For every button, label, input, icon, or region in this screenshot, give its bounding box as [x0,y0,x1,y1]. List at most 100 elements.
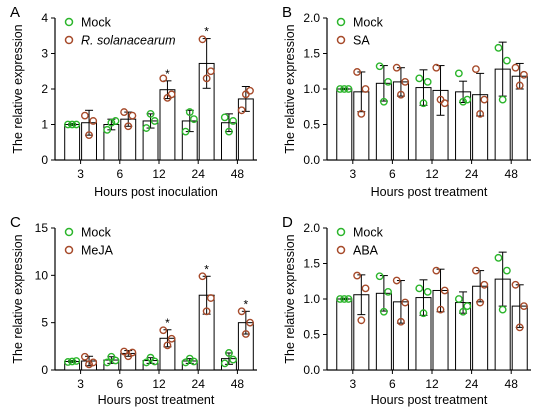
data-point-treatment [353,68,362,76]
data-point-treatment [432,63,441,72]
data-point-mock [336,295,344,303]
data-point-treatment [472,266,480,275]
panel-d: D 0.0 0.5 1.0 1.5 2.0 The relative expression H… [282,214,531,407]
data-point-mock [423,78,432,86]
x-tick-label: 6 [389,377,396,391]
data-point-mock [384,78,392,86]
legend-label: R. solanacearum [81,34,176,48]
data-point-mock [181,127,190,136]
data-point-mock [375,272,384,281]
data-point-treatment [120,108,128,116]
y-axis-label: The relative expression [283,234,297,363]
data-point-treatment [361,85,370,93]
y-tick-label: 15 [35,221,49,235]
legend-label: ABA [353,244,379,258]
data-point-mock [150,357,159,366]
significance-star: * [244,297,249,311]
data-point-mock [72,357,81,365]
data-point-treatment [202,74,211,83]
data-point-treatment [432,266,441,275]
y-tick-label: 1.0 [303,292,320,306]
data-point-mock [463,302,472,310]
y-tick-label: 3 [41,47,48,61]
legend-label: MeJA [81,244,114,258]
y-tick-label: 2.0 [303,11,320,25]
data-point-mock [502,56,511,65]
legend-marker [64,35,74,45]
data-point-treatment [128,348,137,357]
legend-label: Mock [353,226,384,240]
x-tick-label: 6 [116,377,123,391]
data-point-treatment [89,358,98,367]
data-point-treatment [167,90,176,99]
x-tick-label: 12 [425,377,439,391]
x-axis-label: Hours post inoculation [94,185,218,199]
y-tick-label: 1.0 [303,82,320,96]
data-point-mock [107,352,116,361]
x-tick-label: 24 [192,167,206,181]
x-tick-label: 24 [192,377,206,391]
data-point-treatment [85,131,93,140]
data-point-treatment [167,334,176,343]
data-point-treatment [515,81,524,90]
data-point-treatment [241,330,250,338]
data-point-treatment [397,90,405,99]
data-point-mock [502,266,511,275]
data-point-mock [146,353,155,362]
data-point-mock [225,127,233,136]
data-point-treatment [476,109,485,118]
data-point-mock [494,43,503,52]
data-point-mock [454,69,463,78]
panel-b: B 0.0 0.5 1.0 1.5 2.0 The relative expression H… [282,4,531,199]
bar-mock [64,124,81,161]
panel-letter: B [282,4,292,21]
data-point-treatment [85,360,93,369]
data-point-treatment [159,74,168,83]
data-point-treatment [246,318,254,327]
significance-star: * [165,67,170,81]
y-tick-label: 1.5 [303,257,320,271]
data-point-mock [415,74,424,83]
data-point-mock [344,295,353,303]
data-point-mock [225,349,233,357]
x-tick-label: 3 [349,377,356,391]
legend-marker [64,17,74,27]
data-point-treatment [206,294,215,302]
data-point-mock [68,357,77,366]
data-point-treatment [480,95,489,104]
data-point-mock [344,85,353,93]
data-point-mock [419,99,428,108]
data-point-mock [64,120,72,129]
data-point-mock [111,117,120,125]
data-point-mock [64,358,72,366]
data-point-mock [454,295,463,303]
data-point-treatment [392,276,401,285]
data-point-treatment [159,326,168,335]
data-point-treatment [80,352,89,361]
x-tick-label: 48 [231,167,245,181]
data-point-mock [379,307,388,316]
panel-c: C 0 5 10 15 The relative expression Hours post… [10,214,257,407]
data-point-treatment [392,63,401,72]
data-point-mock [142,124,151,132]
legend-marker [336,227,346,237]
legend-marker [64,227,74,237]
x-tick-label: 3 [349,167,356,181]
y-tick-label: 0.5 [303,328,320,342]
data-point-treatment [515,323,524,332]
y-tick-label: 0 [41,153,48,167]
data-point-treatment [472,65,480,74]
x-axis-label: Hours post treatment [371,393,488,407]
y-tick-label: 1 [41,118,48,132]
bar-mock [336,298,353,371]
x-tick-label: 6 [389,167,396,181]
data-point-mock [181,358,190,367]
data-point-treatment [357,316,366,325]
y-tick-label: 5 [41,316,48,330]
x-axis-label: Hours post treatment [98,393,215,407]
data-point-treatment [237,106,246,115]
data-point-treatment [124,352,133,361]
y-tick-label: 10 [35,268,49,282]
data-point-treatment [80,111,89,120]
